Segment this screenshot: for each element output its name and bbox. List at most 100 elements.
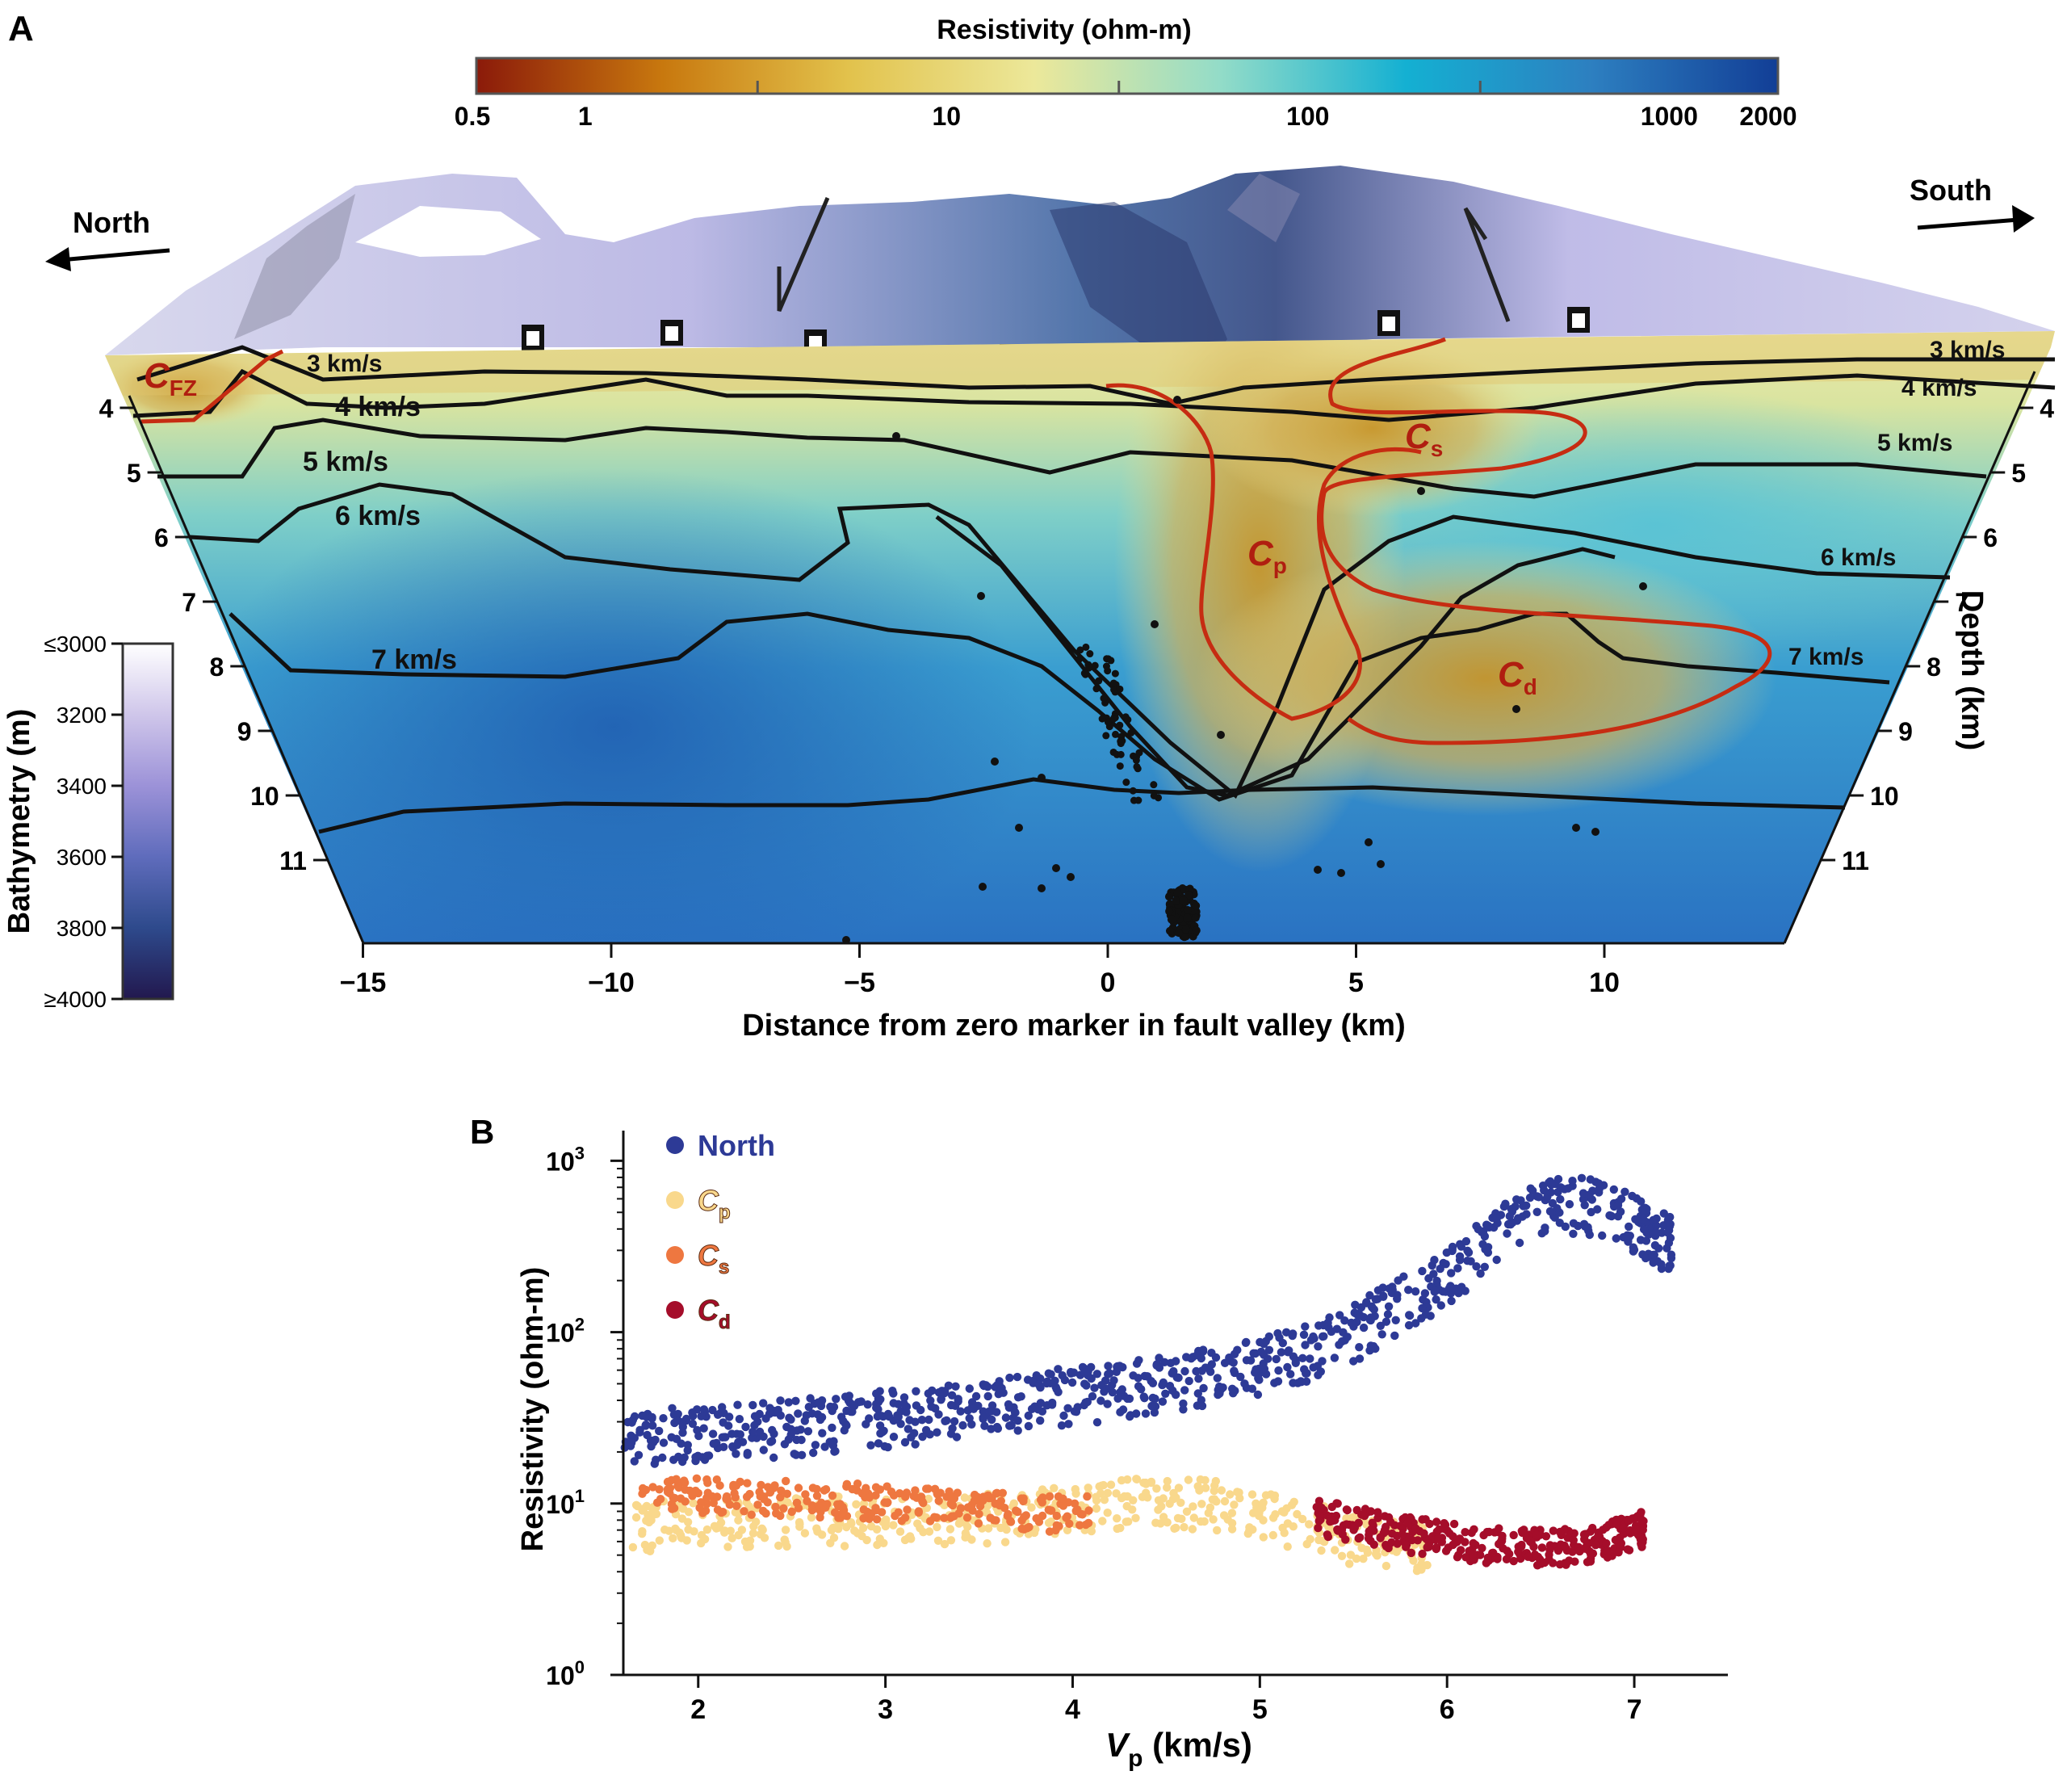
data-point bbox=[1377, 1330, 1386, 1339]
data-point bbox=[1083, 1492, 1092, 1501]
receiver-icon bbox=[1567, 307, 1590, 333]
data-point bbox=[1326, 1517, 1335, 1526]
data-point bbox=[903, 1505, 912, 1514]
data-point bbox=[1579, 1194, 1588, 1204]
data-point bbox=[826, 1538, 835, 1548]
data-point bbox=[1637, 1515, 1646, 1525]
south-arrowhead-icon bbox=[2012, 205, 2035, 233]
data-point bbox=[823, 1500, 832, 1509]
earthquake-dot bbox=[1112, 730, 1120, 738]
data-point bbox=[1048, 1398, 1057, 1408]
legend-label: Cs bbox=[698, 1239, 729, 1278]
data-point bbox=[1319, 1320, 1328, 1330]
data-point bbox=[1092, 1418, 1102, 1427]
data-point bbox=[694, 1431, 703, 1441]
data-point bbox=[866, 1441, 875, 1450]
data-point bbox=[1474, 1224, 1483, 1234]
data-point bbox=[946, 1536, 956, 1545]
data-point bbox=[750, 1421, 759, 1430]
data-point bbox=[1341, 1535, 1350, 1544]
panel-b-label: B bbox=[470, 1113, 494, 1151]
distance-tick-label: 5 bbox=[1348, 967, 1364, 998]
panel-b: B 100 101 102 103 2 3 4 5 6 7 Resistivity (ohm-m… bbox=[470, 1113, 1728, 1772]
earthquake-dot bbox=[1572, 824, 1580, 832]
earthquake-dot bbox=[1091, 661, 1099, 669]
data-point bbox=[1134, 1382, 1143, 1391]
data-point bbox=[1325, 1313, 1334, 1322]
data-point bbox=[725, 1412, 734, 1421]
data-point bbox=[1429, 1270, 1438, 1278]
data-point bbox=[1293, 1379, 1302, 1387]
data-point bbox=[874, 1439, 883, 1448]
data-point bbox=[781, 1526, 790, 1534]
earthquake-dot bbox=[1132, 756, 1140, 764]
data-point bbox=[676, 1494, 686, 1503]
north-label: North bbox=[73, 206, 150, 239]
data-point bbox=[1141, 1409, 1151, 1418]
data-point bbox=[658, 1453, 667, 1463]
data-point bbox=[1154, 1496, 1163, 1505]
data-point bbox=[1273, 1328, 1282, 1338]
data-point bbox=[1100, 1496, 1109, 1505]
data-point bbox=[933, 1522, 941, 1532]
data-point bbox=[1189, 1502, 1197, 1511]
data-point bbox=[958, 1421, 967, 1430]
data-point bbox=[1505, 1211, 1515, 1221]
earthquake-dot bbox=[1150, 781, 1158, 789]
depth-ticks-left: 4 5 6 7 8 9 10 11 bbox=[99, 394, 328, 875]
data-point bbox=[643, 1546, 652, 1555]
contour-label: 4 km/s bbox=[335, 392, 421, 422]
data-point bbox=[891, 1511, 899, 1521]
data-point bbox=[1193, 1482, 1202, 1491]
data-point bbox=[904, 1425, 913, 1433]
data-point bbox=[1645, 1230, 1654, 1239]
contour-label: 5 km/s bbox=[303, 447, 388, 477]
data-point bbox=[888, 1387, 897, 1395]
data-point bbox=[1407, 1548, 1416, 1558]
data-point bbox=[1480, 1232, 1490, 1241]
data-point bbox=[1335, 1311, 1344, 1320]
data-point bbox=[1283, 1362, 1292, 1372]
data-point bbox=[811, 1441, 820, 1450]
data-point bbox=[1314, 1535, 1323, 1545]
data-point bbox=[795, 1517, 804, 1527]
data-point bbox=[1099, 1480, 1108, 1490]
data-point bbox=[1211, 1476, 1221, 1486]
data-point bbox=[713, 1492, 722, 1501]
data-point bbox=[832, 1395, 841, 1404]
colorbar-tick-label: 1000 bbox=[1641, 102, 1698, 131]
x-tick-label: 7 bbox=[1627, 1694, 1642, 1725]
data-point bbox=[901, 1492, 910, 1501]
data-point bbox=[1132, 1359, 1142, 1368]
data-point bbox=[748, 1529, 758, 1538]
data-point bbox=[702, 1525, 712, 1534]
data-point bbox=[1027, 1404, 1037, 1414]
data-point bbox=[919, 1528, 928, 1537]
data-point bbox=[993, 1424, 1003, 1433]
data-point bbox=[1522, 1534, 1532, 1543]
data-point bbox=[1524, 1552, 1532, 1562]
data-point bbox=[699, 1424, 708, 1433]
data-point bbox=[1227, 1519, 1237, 1528]
data-point bbox=[875, 1421, 885, 1430]
data-point bbox=[715, 1523, 723, 1532]
data-point bbox=[937, 1395, 946, 1404]
data-point bbox=[1532, 1530, 1541, 1539]
data-point bbox=[865, 1493, 874, 1502]
data-point bbox=[642, 1501, 652, 1511]
data-point bbox=[1084, 1484, 1092, 1492]
data-point bbox=[954, 1509, 963, 1518]
data-point bbox=[757, 1480, 765, 1490]
data-point bbox=[1352, 1317, 1361, 1327]
data-point bbox=[911, 1440, 920, 1449]
data-point bbox=[1650, 1240, 1660, 1250]
data-point bbox=[1568, 1177, 1577, 1186]
data-point bbox=[1404, 1320, 1414, 1330]
x-ticks: 2 3 4 5 6 7 bbox=[690, 1675, 1642, 1725]
data-point bbox=[1017, 1524, 1026, 1534]
data-point bbox=[1606, 1211, 1615, 1220]
data-point bbox=[1088, 1391, 1097, 1401]
data-point bbox=[1100, 1387, 1109, 1396]
data-point bbox=[965, 1384, 975, 1393]
data-point bbox=[1449, 1540, 1457, 1550]
